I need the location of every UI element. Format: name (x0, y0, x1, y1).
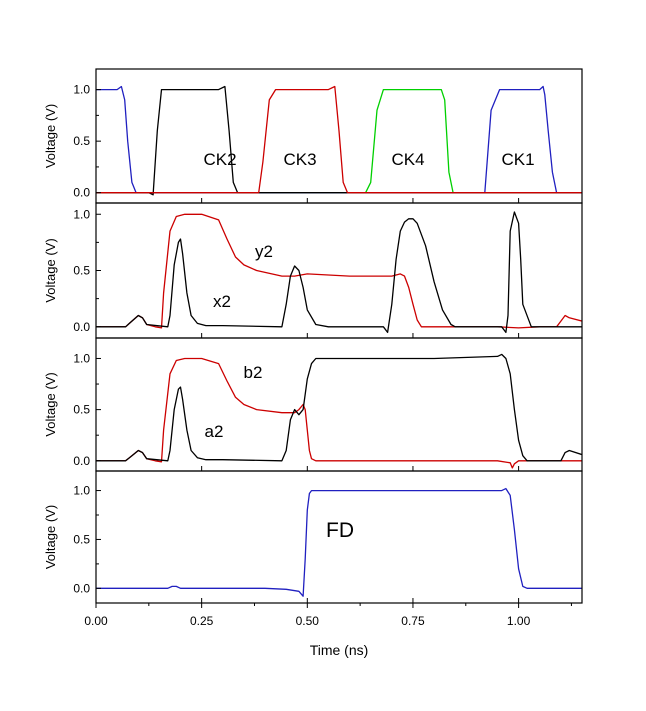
y-tick-label: 0.0 (73, 454, 90, 468)
x-tick-label: 1.00 (507, 614, 531, 628)
y-axis-label: Voltage (V) (43, 372, 58, 436)
panel-3: 0.0 0.5 1.0 Voltage (V) b2 a2 (43, 337, 583, 472)
y-tick-label: 0.0 (73, 320, 90, 334)
x-axis-label: Time (ns) (310, 642, 369, 658)
annotation-ck1: CK1 (501, 150, 534, 169)
series-line-a2 (96, 353, 582, 462)
y-tick-label: 0.5 (73, 403, 90, 417)
annotation-y2: y2 (255, 242, 273, 261)
series-line-x2 (96, 211, 582, 334)
series-line-trace-2 (96, 85, 582, 194)
y-tick-label: 0.5 (73, 134, 90, 148)
panel-frame (95, 470, 583, 604)
annotation-ck3: CK3 (283, 150, 316, 169)
plot-area: 0.0 0.5 1.0 Voltage (V) CK2 CK3 CK4 CK1 0.0 0.5 1.… (43, 68, 583, 628)
series-line-y2 (96, 213, 582, 329)
y-axis-label: Voltage (V) (43, 104, 58, 168)
x-tick-label: 0.75 (401, 614, 425, 628)
panel-2: 0.0 0.5 1.0 Voltage (V) y2 x2 (43, 202, 583, 339)
x-axis: 0.00 0.25 0.50 0.75 1.00 (84, 603, 572, 628)
series-line-trace-4 (96, 85, 582, 194)
y-tick-label: 0.0 (73, 581, 90, 595)
y-tick-label: 1.0 (73, 484, 90, 498)
series-line-trace-3 (96, 85, 582, 196)
series-line-trace-1 (96, 88, 582, 194)
y-tick-label: 1.0 (73, 207, 90, 221)
x-tick-label: 0.25 (190, 614, 214, 628)
y-axis-label: Voltage (V) (43, 238, 58, 302)
annotation-ck2: CK2 (203, 150, 236, 169)
series-line-b2 (96, 357, 582, 469)
annotation-x2: x2 (213, 292, 231, 311)
annotation-ck4: CK4 (391, 150, 424, 169)
annotation-b2: b2 (244, 363, 263, 382)
panel-4: 0.0 0.5 1.0 Voltage (V) FD (43, 470, 583, 604)
panel-1: 0.0 0.5 1.0 Voltage (V) CK2 CK3 CK4 CK1 (43, 68, 583, 204)
y-tick-label: 0.0 (73, 186, 90, 200)
y-tick-label: 1.0 (73, 351, 90, 365)
y-tick-label: 0.5 (73, 532, 90, 546)
y-tick-label: 0.5 (73, 264, 90, 278)
annotation-fd: FD (326, 519, 354, 542)
y-axis-label: Voltage (V) (43, 505, 58, 569)
x-tick-label: 0.00 (84, 614, 108, 628)
y-tick-label: 1.0 (73, 83, 90, 97)
annotation-a2: a2 (205, 422, 224, 441)
series-line-FD (96, 487, 582, 597)
x-tick-label: 0.50 (296, 614, 320, 628)
